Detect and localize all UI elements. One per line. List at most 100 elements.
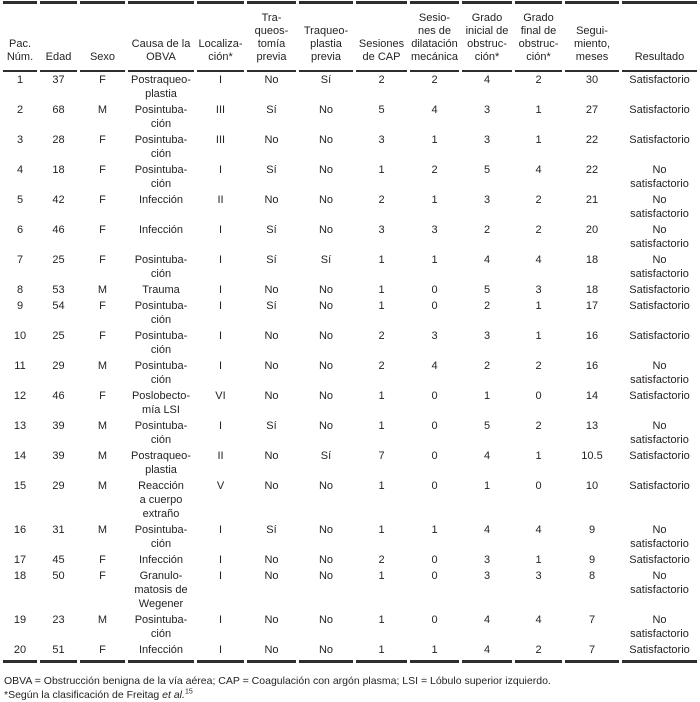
table-cell: M: [97, 104, 108, 116]
table-cell: 3: [431, 330, 438, 342]
table-cell: 20: [585, 224, 599, 236]
table-cell: Infección: [138, 224, 184, 236]
table-row: 6 46 F Infección I Sí No 3 3 2 2 20 No satisfactorio: [3, 222, 697, 252]
table-cell: 2: [483, 360, 491, 372]
table-cell: No: [318, 164, 334, 176]
table-row: 2 68 M Posintuba- ción III Sí No 5 4 3 1 27 Satisfac…: [3, 102, 697, 132]
table-row: 4 18 F Posintuba- ción I Sí No 1 2 5 4 22 No satisfa…: [3, 162, 697, 192]
column-header-grado-inicial: Grado inicial de obstruc- ción*: [462, 1, 512, 72]
classification-note-text: *Según la clasificación de Freitag: [4, 689, 163, 701]
table-cell: 27: [585, 104, 599, 116]
table-cell: Sí: [266, 164, 277, 176]
table-cell: Sí: [266, 254, 277, 266]
table-row: 14 39 M Postraqueo- plastia II No Sí 7 0 4 1 10.5 Sa…: [3, 448, 697, 478]
table-cell: No satisfactorio: [630, 420, 689, 446]
abbreviations-note: OBVA = Obstrucción benigna de la vía aér…: [4, 675, 551, 687]
table-cell: I: [218, 330, 223, 342]
table-cell: 0: [535, 390, 542, 402]
table-cell: No: [318, 390, 334, 402]
table-cell: 4: [462, 642, 512, 663]
table-cell: I: [218, 254, 223, 266]
table-cell: Posintuba- ción: [134, 614, 188, 640]
table-cell: No: [318, 134, 334, 146]
table-cell: No: [264, 134, 279, 146]
table-cell: 2: [378, 554, 385, 566]
column-header-traqueoplastia-previa: Traqueo- plastia previa: [299, 1, 353, 72]
table-cell: 20: [3, 642, 37, 663]
table-cell: F: [99, 554, 106, 566]
table-cell: 2: [483, 300, 491, 312]
table-cell: No: [264, 74, 279, 86]
table-cell: 28: [52, 134, 65, 146]
table-cell: 0: [431, 450, 438, 462]
table-cell: Satisfactorio: [629, 554, 690, 566]
table-cell: F: [99, 570, 106, 582]
table-cell: Infección: [138, 554, 184, 566]
table-cell: 18: [13, 570, 27, 582]
table-cell: No: [318, 104, 334, 116]
table-cell: 1: [378, 300, 385, 312]
table-cell: No: [318, 420, 334, 432]
column-header-traqueostomia-previa: Tra- queos- tomía previa: [247, 1, 296, 72]
classification-note-reference: 15: [184, 688, 193, 696]
table-cell: 2: [16, 104, 24, 116]
table-cell: F: [99, 164, 106, 176]
table-cell: 5: [483, 284, 491, 296]
table-cell: 10: [585, 480, 599, 492]
patients-table: Pac. Núm. Edad Sexo Causa de la OBVA Localiz…: [0, 1, 700, 663]
table-cell: 2: [535, 224, 542, 236]
table-row: 8 53 M Trauma I No No 1 0 5 3 18 Satisfactorio: [3, 282, 697, 298]
table-cell: 4: [483, 254, 491, 266]
table-cell: Satisfactorio: [629, 390, 690, 402]
table-cell: 2: [378, 360, 385, 372]
table-cell: 16: [585, 330, 599, 342]
table-cell: 10: [13, 330, 27, 342]
table-cell: No: [264, 360, 279, 372]
table-cell: M: [97, 450, 108, 462]
table-cell: Infección: [138, 194, 184, 206]
table-cell: 1: [535, 330, 542, 342]
table-cell: F: [99, 74, 106, 86]
table-cell: Sí: [320, 74, 332, 86]
table-cell: I: [197, 642, 244, 663]
table-cell: 22: [585, 134, 599, 146]
table-cell: 1: [431, 524, 438, 536]
table-row: 9 54 F Posintuba- ción I Sí No 1 0 2 1 17 Satisfacto…: [3, 298, 697, 328]
table-cell: No satisfactorio: [630, 524, 689, 550]
table-cell: 1: [378, 164, 385, 176]
table-header: Pac. Núm. Edad Sexo Causa de la OBVA Localiz…: [3, 1, 697, 72]
table-cell: 1: [378, 254, 385, 266]
table-cell: No: [318, 224, 334, 236]
table-cell: Posintuba- ción: [134, 524, 188, 550]
table-cell: 18: [52, 164, 65, 176]
table-cell: Satisfactorio: [629, 284, 690, 296]
table-cell: 17: [13, 554, 27, 566]
table-cell: 1: [535, 450, 542, 462]
table-cell: 1: [378, 284, 385, 296]
table-cell: 1: [378, 524, 385, 536]
column-header-sesiones-cap: Sesiones de CAP: [356, 1, 407, 72]
table-cell: 14: [13, 450, 27, 462]
table-cell: 4: [535, 524, 542, 536]
table-cell: 46: [52, 390, 65, 402]
table-cell: 25: [52, 254, 65, 266]
table-cell: No: [264, 614, 279, 626]
table-cell: No satisfactorio: [630, 194, 689, 220]
table-cell: 5: [483, 164, 491, 176]
table-cell: 7: [16, 254, 24, 266]
table-cell: Posintuba- ción: [134, 360, 188, 386]
table-cell: 19: [13, 614, 27, 626]
table-cell: 0: [431, 570, 438, 582]
table-cell: No: [264, 554, 279, 566]
table-cell: No: [318, 360, 334, 372]
table-cell: 13: [13, 420, 27, 432]
table-cell: VI: [215, 390, 226, 402]
table-cell: 1: [16, 74, 24, 86]
table-cell: 1: [378, 420, 385, 432]
table-cell: Satisfactorio: [629, 134, 690, 146]
table-cell: 1: [483, 480, 491, 492]
table-row: 16 31 M Posintuba- ción I Sí No 1 1 4 4 9 No satisfa…: [3, 522, 697, 552]
table-cell: 0: [431, 300, 438, 312]
table-cell: Postraqueo- plastia: [131, 450, 191, 476]
